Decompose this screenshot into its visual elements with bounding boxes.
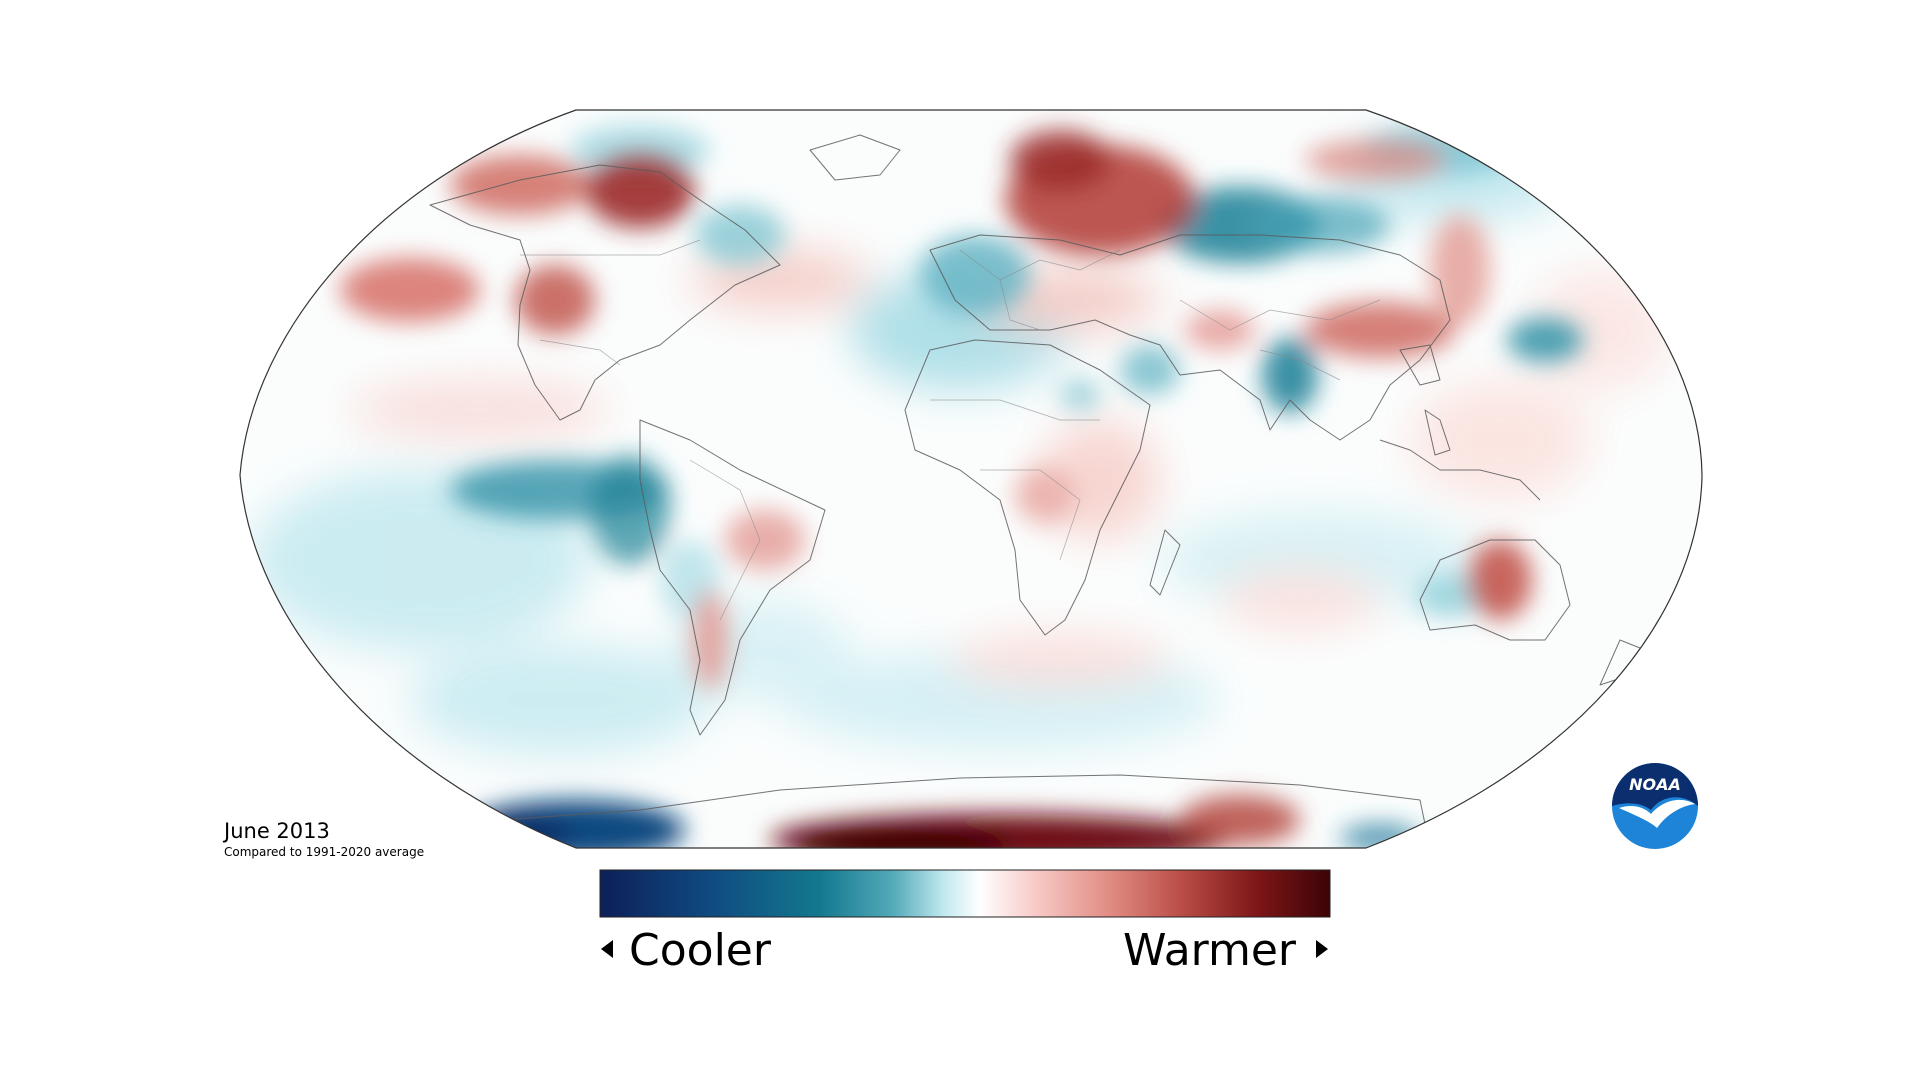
anomaly-field: [240, 110, 1702, 848]
baseline-label: Compared to 1991-2020 average: [224, 845, 425, 859]
period-label: June 2013: [224, 819, 330, 843]
warmer-label: Warmer: [1123, 925, 1296, 976]
cooler-label: Cooler: [629, 925, 771, 976]
left-triangle-icon: [601, 940, 613, 958]
right-triangle-icon: [1316, 940, 1328, 958]
svg-text:NOAA: NOAA: [1629, 775, 1681, 794]
country-borders: [520, 239, 1381, 621]
warmer-legend: Warmer: [1123, 924, 1328, 978]
color-scale-bar: [599, 869, 1331, 918]
cooler-legend: Cooler: [601, 924, 771, 978]
map-caption: June 2013 Compared to 1991-2020 average: [224, 818, 424, 860]
map-boundary: [239, 109, 1703, 849]
noaa-logo: NOAA: [1612, 763, 1698, 849]
